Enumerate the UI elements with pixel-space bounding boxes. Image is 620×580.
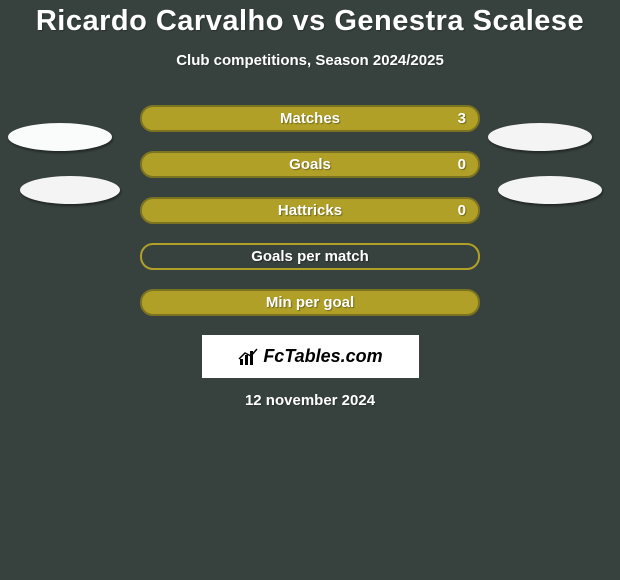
stat-label: Matches [142, 107, 478, 130]
stat-label: Min per goal [142, 291, 478, 314]
stat-bar: Min per goal [140, 289, 480, 316]
stat-label: Hattricks [142, 199, 478, 222]
stat-row: Goals per match [0, 243, 620, 270]
logo-chart-icon [237, 347, 259, 367]
stat-label: Goals per match [142, 245, 478, 268]
stat-label: Goals [142, 153, 478, 176]
stat-value: 3 [458, 107, 466, 130]
player-ellipse [20, 176, 120, 204]
date-text: 12 november 2024 [0, 392, 620, 409]
page-title: Ricardo Carvalho vs Genestra Scalese [0, 0, 620, 38]
player-ellipse [8, 123, 112, 151]
subtitle: Club competitions, Season 2024/2025 [0, 52, 620, 69]
stat-bar: Goals0 [140, 151, 480, 178]
stat-bar: Hattricks0 [140, 197, 480, 224]
stat-value: 0 [458, 153, 466, 176]
stat-bar: Matches3 [140, 105, 480, 132]
comparison-infographic: Ricardo Carvalho vs Genestra Scalese Clu… [0, 0, 620, 580]
stat-row: Min per goal [0, 289, 620, 316]
player-ellipse [488, 123, 592, 151]
stat-bar: Goals per match [140, 243, 480, 270]
player-ellipse [498, 176, 602, 204]
stat-value: 0 [458, 199, 466, 222]
stat-row: Goals0 [0, 151, 620, 178]
logo-text: FcTables.com [263, 346, 382, 367]
logo-box: FcTables.com [202, 335, 419, 378]
